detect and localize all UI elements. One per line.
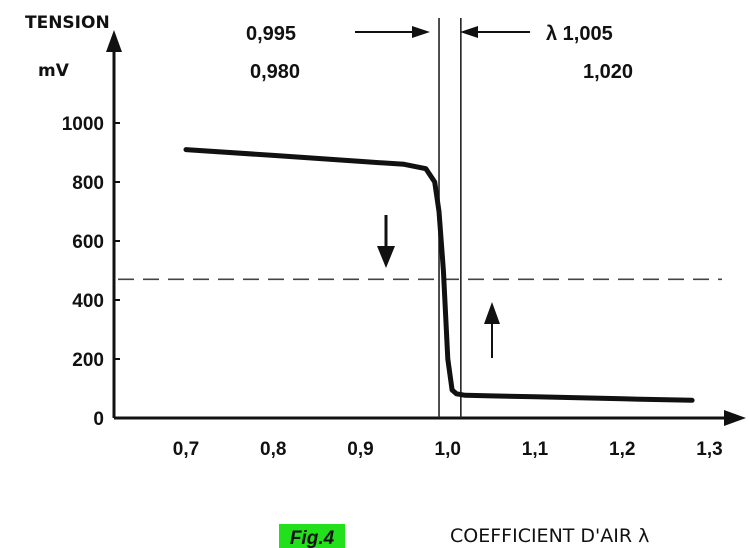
y-axis-unit: mV (38, 61, 70, 81)
x-tick-label: 1,1 (522, 439, 549, 460)
x-tick-label: 1,2 (609, 439, 635, 460)
x-tick-label: 0,9 (347, 439, 373, 460)
annotation-arrow-left-head (412, 26, 430, 38)
y-axis-title: TENSION (25, 13, 110, 33)
y-tick-label: 0 (93, 409, 104, 430)
y-tick-label: 600 (72, 232, 104, 253)
annotation-1020: 1,020 (583, 61, 633, 83)
x-tick-label: 0,8 (260, 439, 286, 460)
down-arrow-head (377, 246, 395, 268)
x-axis-title: COEFFICIENT D'AIR λ (450, 525, 649, 547)
x-axis-arrow (724, 410, 746, 426)
annotation-arrow-right-head (460, 26, 478, 38)
y-tick-label: 200 (72, 350, 104, 371)
y-axis-arrow (106, 30, 122, 52)
annotation-1005: λ 1,005 (546, 23, 613, 45)
x-tick-label: 1,3 (696, 439, 722, 460)
annotation-0995: 0,995 (246, 23, 296, 45)
annotation-0980: 0,980 (250, 61, 300, 83)
x-tick-label: 0,7 (173, 439, 199, 460)
x-tick-label: 1,0 (435, 439, 461, 460)
up-arrow-head (484, 302, 500, 324)
y-tick-label: 1000 (62, 114, 104, 135)
y-tick-label: 800 (72, 173, 104, 194)
y-tick-label: 400 (72, 291, 104, 312)
figure-caption: Fig.4 (279, 524, 345, 548)
voltage-curve (183, 147, 695, 403)
